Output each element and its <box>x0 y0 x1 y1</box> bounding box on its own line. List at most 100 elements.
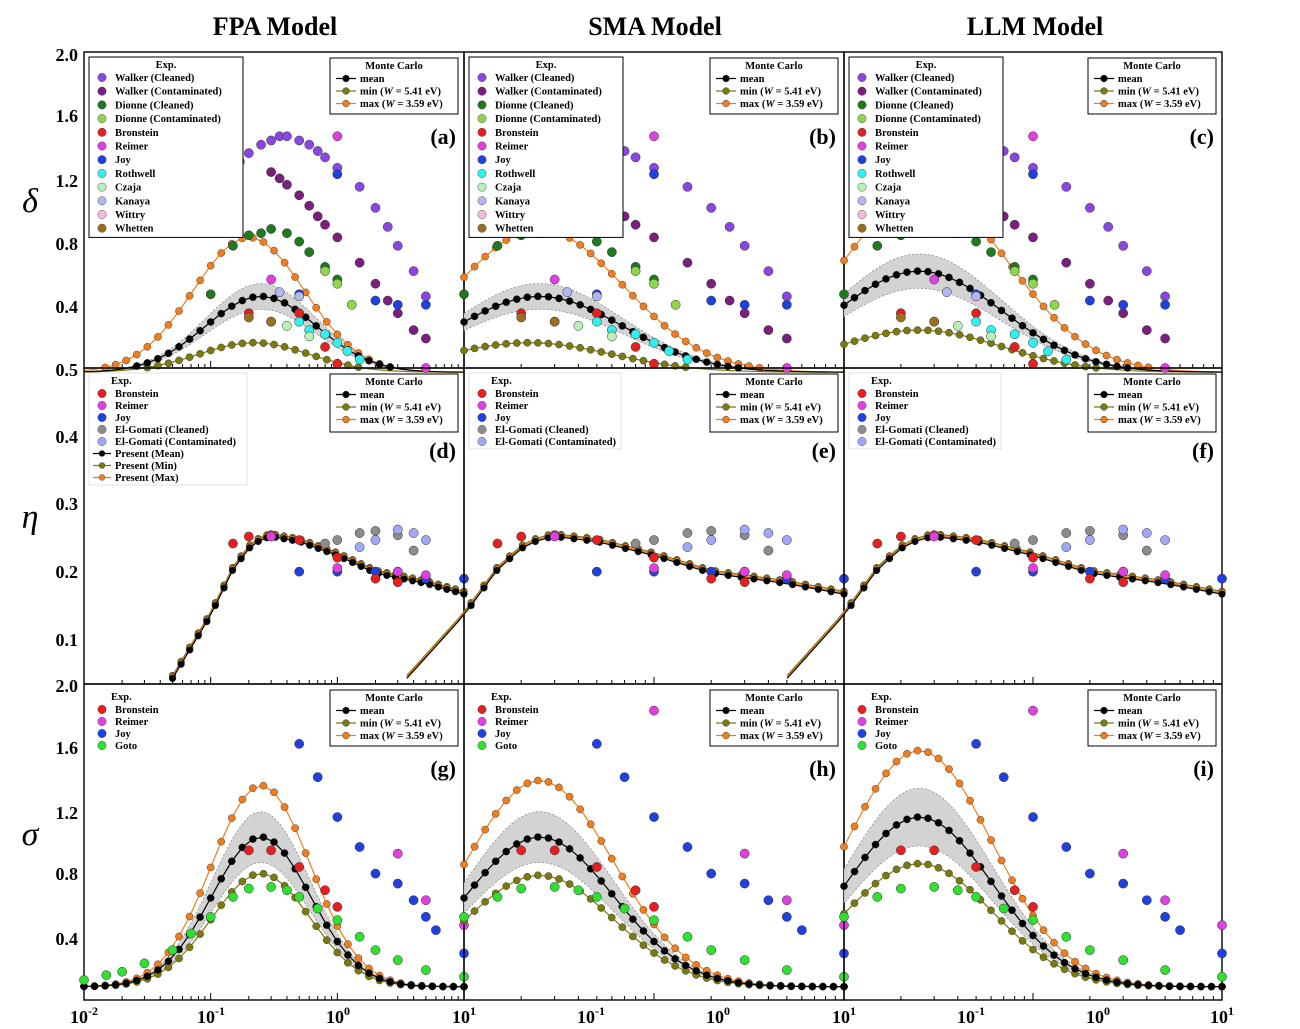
mc-point <box>583 536 591 544</box>
mc-point <box>1050 357 1058 365</box>
mc-point <box>544 778 553 786</box>
ytick-label: 0.5 <box>56 360 79 380</box>
mc-point <box>312 922 321 931</box>
mc-point <box>570 535 578 543</box>
mc-point <box>354 961 363 970</box>
exp-legend-box <box>88 372 248 486</box>
panel-1: (a) Monte Carlo mean min (W = 5.41 eV)max (… <box>83 51 465 373</box>
legend-marker <box>857 86 867 96</box>
mc-point <box>565 845 574 853</box>
exp-point <box>346 299 357 310</box>
legend-entry: Joy <box>115 155 132 166</box>
mc-point <box>966 284 974 293</box>
mc-point <box>618 352 627 361</box>
legend-entry: mean <box>1118 706 1143 717</box>
xtick-label: 10-1 <box>957 1004 985 1027</box>
mc-point <box>1077 566 1085 574</box>
mc-point <box>671 944 679 953</box>
exp-point <box>971 566 981 577</box>
mc-point <box>301 907 310 916</box>
mc-point <box>988 541 996 549</box>
mc-point <box>491 810 500 818</box>
mc-point <box>861 334 869 342</box>
mc-point <box>660 933 669 942</box>
mc-point <box>898 544 906 552</box>
mc-point <box>491 302 500 311</box>
mc-point <box>396 980 405 988</box>
exp-point <box>763 545 774 556</box>
mc-point <box>122 979 131 987</box>
legend-entry: El-Gomati (Contaminated) <box>875 437 997 448</box>
mc-point <box>291 345 299 354</box>
legend-marker <box>1100 706 1108 715</box>
exp-point <box>971 862 981 872</box>
mc-point <box>1039 554 1047 563</box>
exp-point <box>872 240 883 251</box>
exp-point <box>370 945 381 955</box>
mc-point <box>506 555 514 563</box>
legend-entry: mean <box>740 390 765 401</box>
mc-point <box>847 601 855 610</box>
exp-point <box>492 240 503 251</box>
exp-point <box>549 882 560 892</box>
exp-point <box>1160 291 1170 302</box>
exp-point <box>243 845 254 856</box>
legend-marker <box>97 705 107 714</box>
mc-point <box>323 548 331 556</box>
mc-point <box>154 354 162 363</box>
exp-point <box>332 232 343 243</box>
exp-point <box>205 911 216 922</box>
exp-point <box>872 538 883 549</box>
exp-point <box>228 892 238 902</box>
mc-point <box>449 982 458 991</box>
mc-point <box>523 293 532 301</box>
mc-point <box>634 548 642 556</box>
legend-entry: Dionne (Contaminated) <box>875 114 981 125</box>
xtick-label: 10-2 <box>70 1004 98 1027</box>
mc-point <box>512 339 521 347</box>
legend-marker <box>342 731 350 740</box>
exp-point <box>304 139 315 150</box>
exp-point <box>1175 925 1185 935</box>
exp-point <box>1085 278 1095 289</box>
mc-point <box>194 632 202 640</box>
exp-point <box>1028 358 1038 369</box>
legend-entry: Reimer <box>875 401 909 412</box>
xtick-label: 10-1 <box>577 1004 605 1027</box>
exp-point <box>1028 705 1038 716</box>
legend-marker <box>857 401 867 410</box>
mc-point <box>1050 313 1058 322</box>
exp-point <box>739 308 750 319</box>
mc-point <box>259 833 268 841</box>
exp-point <box>256 228 266 239</box>
mc-point <box>481 897 489 906</box>
exp-point <box>354 542 365 552</box>
mc-point <box>1186 982 1195 991</box>
exp-point <box>256 139 266 150</box>
mc-point <box>766 981 774 990</box>
mc-point <box>237 555 245 563</box>
mc-point <box>1052 558 1060 567</box>
mc-point <box>280 258 289 267</box>
xtick-label: 101 <box>1210 1004 1234 1027</box>
mc-point <box>1081 340 1090 348</box>
legend-marker <box>97 223 107 233</box>
mc-point <box>439 982 447 991</box>
mc-point <box>576 343 584 352</box>
exp-point <box>370 535 381 545</box>
mc-point <box>168 674 177 682</box>
exp-point <box>370 278 381 289</box>
mc-point <box>1029 329 1037 337</box>
exp-point <box>971 739 981 749</box>
mc-point <box>814 585 822 593</box>
exp-point <box>332 337 343 348</box>
mc-point <box>692 355 701 364</box>
ytick-label: 1.6 <box>56 106 79 126</box>
mc-point <box>913 326 922 334</box>
exp-point <box>649 705 659 716</box>
mc-point <box>850 822 859 831</box>
mc-point <box>660 947 669 955</box>
mc-point <box>280 299 289 307</box>
mc-point <box>512 840 521 848</box>
mc-point <box>607 316 616 324</box>
